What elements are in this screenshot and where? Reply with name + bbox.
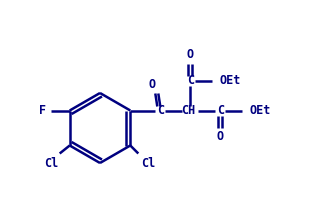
Text: O: O	[217, 130, 224, 143]
Text: C: C	[157, 104, 164, 117]
Text: C: C	[187, 74, 194, 87]
Text: Cl: Cl	[141, 157, 155, 170]
Text: OEt: OEt	[220, 74, 241, 87]
Text: O: O	[187, 48, 194, 61]
Text: O: O	[149, 78, 156, 91]
Text: C: C	[217, 104, 224, 117]
Text: F: F	[39, 104, 46, 117]
Text: CH: CH	[181, 104, 195, 117]
Text: Cl: Cl	[44, 157, 59, 170]
Text: OEt: OEt	[250, 104, 271, 117]
